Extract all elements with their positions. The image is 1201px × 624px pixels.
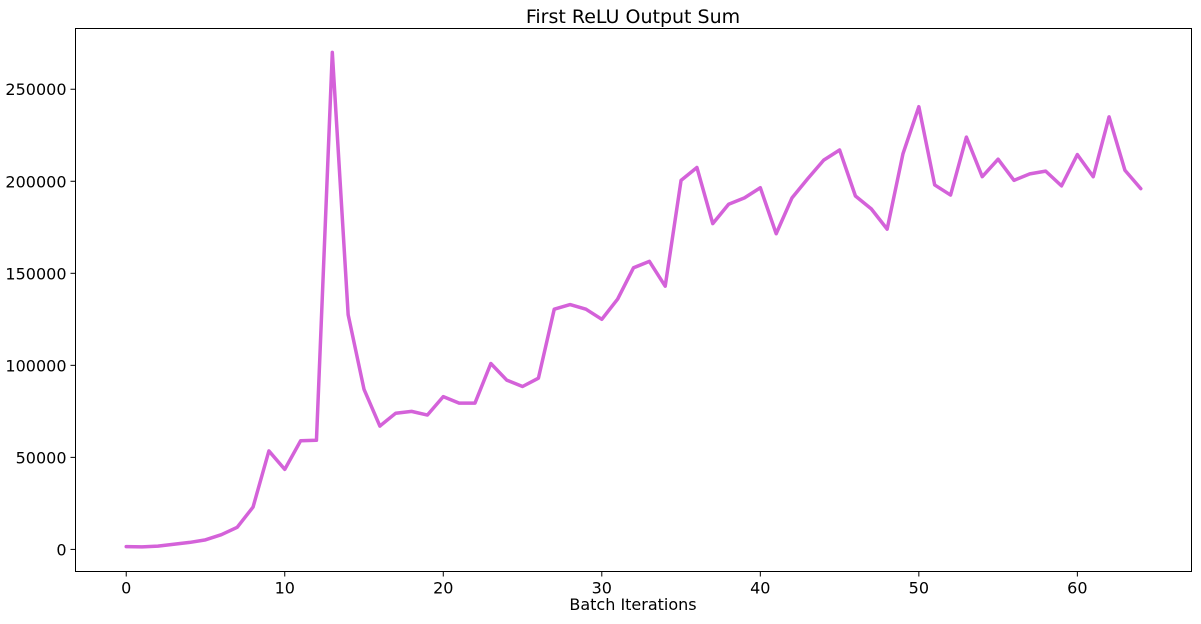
data-point: [806, 177, 810, 180]
data-point: [442, 395, 445, 398]
data-point: [473, 401, 477, 405]
data-point: [378, 424, 382, 428]
data-point: [426, 413, 429, 417]
y-tick-label: 50000: [16, 448, 67, 467]
y-tick-label: 200000: [5, 172, 66, 191]
data-point: [346, 313, 350, 316]
data-point: [1060, 184, 1063, 188]
x-axis-label: Batch Iterations: [569, 595, 696, 614]
data-point: [616, 297, 619, 301]
data-point: [315, 439, 318, 442]
series-line-0: [124, 50, 1143, 549]
data-point: [1044, 169, 1047, 173]
x-axis: 0 10 20 30 40 50 60: [121, 571, 1088, 598]
data-point: [949, 193, 952, 197]
data-point: [600, 318, 603, 321]
data-point: [774, 232, 778, 235]
data-point: [410, 410, 413, 413]
x-tick-label: 10: [275, 579, 295, 598]
data-point: [235, 526, 239, 529]
data-point: [838, 148, 841, 152]
y-tick-label: 150000: [5, 264, 66, 283]
data-point: [664, 284, 667, 288]
data-point: [1139, 187, 1142, 190]
data-point: [901, 152, 905, 155]
y-tick-label: 250000: [5, 80, 66, 99]
data-point: [965, 135, 968, 139]
data-point: [933, 183, 936, 187]
data-point: [299, 439, 302, 443]
x-tick-label: 30: [592, 579, 612, 598]
data-point: [537, 377, 540, 380]
x-tick-label: 40: [750, 579, 770, 598]
data-point: [727, 203, 730, 206]
data-point: [981, 175, 984, 178]
data-point: [172, 543, 175, 546]
data-point: [917, 105, 921, 108]
data-point: [743, 196, 746, 200]
data-point: [521, 385, 524, 388]
data-point: [695, 166, 699, 169]
plot-area: [124, 50, 1143, 549]
x-tick-label: 20: [433, 579, 453, 598]
data-point: [632, 266, 635, 269]
data-point: [679, 179, 683, 182]
data-point: [870, 207, 873, 211]
data-point: [394, 412, 397, 415]
data-point: [1012, 179, 1016, 182]
data-point: [251, 505, 255, 509]
data-point: [854, 194, 857, 198]
data-point: [568, 303, 572, 306]
data-point: [790, 196, 794, 200]
data-point: [140, 545, 144, 549]
data-point: [1028, 172, 1032, 176]
data-point: [188, 541, 191, 544]
data-point: [204, 538, 207, 542]
data-point: [759, 186, 762, 189]
data-point: [1123, 169, 1127, 172]
data-point: [283, 468, 286, 471]
data-point: [220, 533, 223, 536]
data-point: [457, 401, 461, 405]
data-point: [996, 157, 1000, 161]
plot-frame: [75, 28, 1192, 572]
data-point: [648, 260, 651, 263]
x-tick-label: 60: [1067, 579, 1087, 598]
y-tick-label: 0: [56, 540, 66, 559]
data-point: [885, 227, 889, 231]
data-point: [1092, 175, 1095, 178]
data-point: [822, 158, 825, 162]
data-point: [156, 544, 160, 548]
data-point: [553, 308, 556, 311]
data-point: [1107, 115, 1111, 119]
data-point: [489, 362, 493, 365]
data-point: [267, 449, 271, 453]
data-point: [584, 308, 588, 311]
data-point: [505, 378, 508, 382]
y-axis: 0 50000 100000 150000 200000 250000: [5, 80, 76, 559]
data-point: [711, 222, 714, 225]
data-point: [125, 545, 128, 548]
x-tick-label: 0: [121, 579, 131, 598]
x-tick-label: 50: [909, 579, 929, 598]
data-point: [331, 51, 334, 54]
y-tick-label: 100000: [5, 356, 66, 375]
data-point: [1076, 153, 1079, 156]
chart-title: First ReLU Output Sum: [526, 6, 740, 28]
data-point: [362, 388, 366, 391]
